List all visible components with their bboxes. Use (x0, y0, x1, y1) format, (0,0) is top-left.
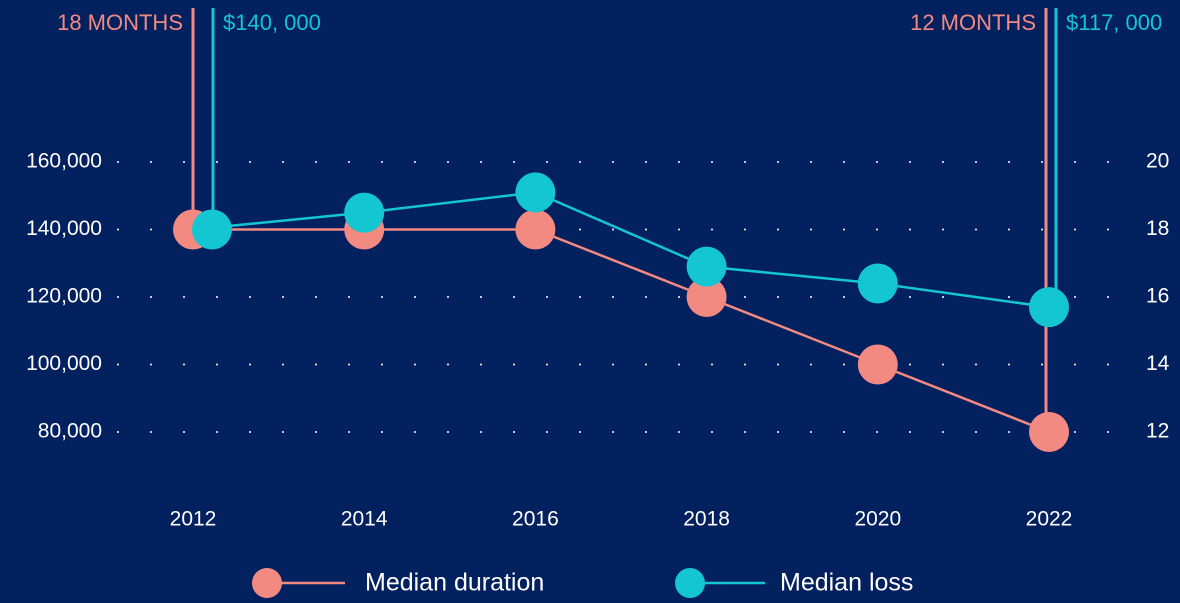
data-point (686, 246, 727, 287)
data-point (857, 263, 898, 304)
data-point (686, 277, 727, 317)
annotation: 12 MONTHS (910, 10, 1036, 35)
x-tick-label: 2020 (854, 508, 901, 531)
y2-tick-label: 14 (1146, 352, 1170, 375)
x-tick-label: 2016 (512, 508, 559, 531)
annotation: 18 MONTHS (57, 10, 183, 35)
data-point (515, 209, 556, 250)
data-point (344, 192, 385, 233)
y2-tick-label: 16 (1146, 285, 1169, 308)
series-line (192, 191, 1050, 309)
y-tick-label: 120,000 (26, 285, 102, 308)
y-tick-label: 160,000 (26, 150, 102, 173)
legend-marker (675, 568, 705, 598)
data-point (1029, 412, 1069, 452)
x-tick-label: 2018 (683, 508, 730, 531)
legend-label: Median loss (780, 569, 913, 597)
x-tick-label: 2022 (1026, 508, 1073, 531)
y2-tick-label: 20 (1146, 150, 1169, 173)
x-tick-label: 2012 (170, 508, 217, 531)
data-point (1029, 287, 1069, 328)
legend-label: Median duration (365, 569, 544, 597)
y2-tick-label: 18 (1146, 217, 1169, 240)
series-line (193, 228, 1050, 434)
annotation: $140, 000 (223, 10, 321, 35)
annotation: $117, 000 (1066, 10, 1162, 35)
y-tick-label: 80,000 (38, 420, 102, 443)
legend-marker (252, 568, 282, 598)
data-point (515, 172, 556, 213)
y2-tick-label: 12 (1146, 420, 1169, 443)
y-tick-label: 100,000 (26, 352, 102, 375)
y-tick-label: 140,000 (26, 217, 102, 240)
x-tick-label: 2014 (341, 508, 388, 531)
data-point (192, 209, 232, 250)
data-point (857, 344, 898, 385)
